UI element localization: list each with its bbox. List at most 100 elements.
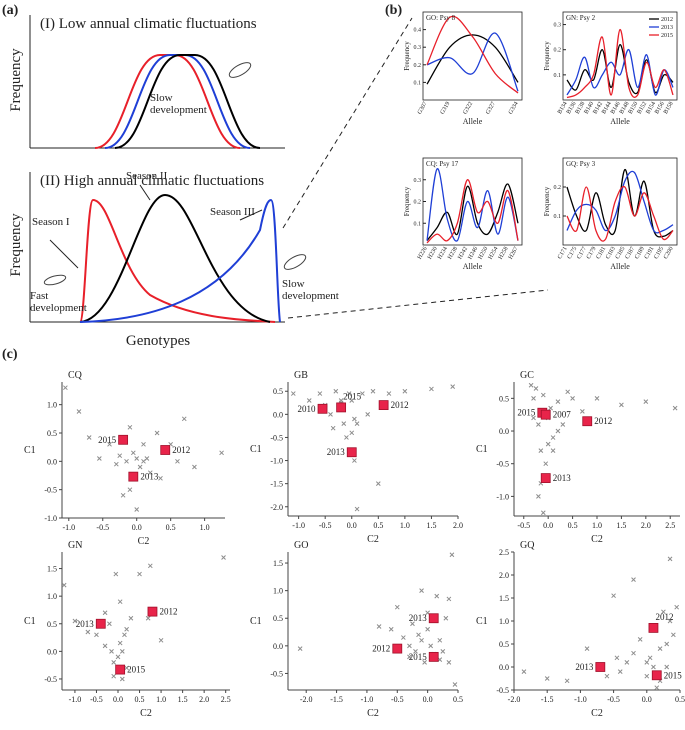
x-tick-label: G319 — [440, 101, 452, 116]
panel-label: (c) — [2, 347, 18, 362]
point — [115, 654, 121, 660]
x-tick-label: H226 — [417, 246, 429, 261]
x-axis-label: C2 — [591, 534, 603, 545]
point — [540, 409, 551, 420]
y-tick-label: -1.0 — [496, 492, 509, 501]
point — [540, 473, 551, 483]
point — [595, 662, 606, 672]
y-tick-label: 2.5 — [499, 548, 509, 557]
point — [570, 395, 575, 401]
line-series — [426, 168, 519, 242]
point — [297, 646, 303, 651]
point — [346, 447, 357, 458]
x-tick-label: -2.0 — [508, 695, 521, 704]
point — [330, 425, 336, 431]
point — [306, 398, 312, 403]
point-label: 2015 — [517, 408, 536, 418]
point — [388, 626, 394, 632]
point — [637, 637, 643, 642]
point — [631, 577, 636, 582]
x-axis-label: Allele — [463, 262, 483, 271]
point — [648, 623, 659, 633]
y-tick-label: 1.0 — [499, 617, 509, 626]
arrow — [139, 184, 151, 201]
x-tick-label: 0.5 — [675, 695, 685, 704]
y-tick-label: 0.0 — [47, 647, 57, 656]
point — [550, 435, 556, 440]
point — [446, 596, 452, 602]
point — [533, 386, 539, 391]
y-tick-label: -0.5 — [496, 686, 509, 695]
point — [117, 599, 123, 605]
point — [661, 609, 666, 615]
curve — [79, 198, 281, 323]
x-tick-label: -0.5 — [607, 695, 620, 704]
point — [328, 411, 333, 417]
x-tick-label: 0.0 — [347, 521, 357, 530]
point — [654, 685, 660, 691]
point — [617, 669, 623, 674]
x-tick-label: H238 — [447, 246, 459, 261]
point — [158, 475, 163, 481]
x-tick-label: B136 — [566, 101, 578, 115]
x-tick-label: B156 — [654, 101, 666, 115]
line-series — [566, 49, 674, 96]
y-axis-label: Frequency — [543, 41, 551, 71]
x-tick-label: C171 — [557, 246, 569, 260]
point-label: 2012 — [159, 607, 177, 617]
point — [407, 643, 412, 649]
y-axis-label: C1 — [250, 616, 262, 627]
y-tick-label: 0.0 — [273, 642, 283, 651]
y-tick-label: 1.5 — [273, 559, 283, 568]
point — [117, 640, 123, 646]
point — [145, 615, 151, 621]
y-tick-label: 0.5 — [499, 640, 509, 649]
point — [604, 673, 610, 679]
point — [540, 392, 546, 398]
y-tick-label: 0.5 — [499, 394, 509, 403]
x-tick-label: B142 — [592, 101, 604, 115]
point — [538, 448, 544, 453]
x-tick-label: H230 — [427, 246, 439, 261]
point — [354, 421, 360, 426]
x-tick-label: B154 — [645, 101, 657, 115]
point — [611, 593, 616, 599]
point — [416, 632, 421, 638]
line-series — [566, 170, 674, 234]
point — [555, 428, 561, 434]
point — [102, 610, 108, 616]
point — [428, 643, 434, 649]
x-tick-label: B146 — [610, 101, 622, 115]
line-series — [426, 183, 519, 242]
point-label: 2007 — [553, 410, 572, 420]
point — [624, 660, 630, 665]
chart-title: GQ: Psy 3 — [566, 160, 596, 168]
y-tick-label: 0.5 — [47, 429, 57, 438]
x-tick-label: 0.5 — [568, 521, 578, 530]
line-series — [566, 185, 674, 242]
point — [147, 563, 153, 569]
point — [141, 441, 146, 447]
point — [107, 621, 112, 627]
point — [113, 461, 119, 467]
point — [425, 626, 430, 632]
y-tick-label: 0.4 — [414, 28, 422, 34]
y-tick-label: 0.1 — [414, 80, 422, 86]
x-tick-label: -0.5 — [517, 521, 530, 530]
chart-title: CQ: Psy 17 — [426, 160, 459, 168]
point — [124, 665, 129, 671]
y-tick-label: 0.1 — [554, 214, 562, 220]
point — [130, 450, 136, 456]
point — [111, 660, 117, 665]
point — [63, 385, 68, 391]
point — [137, 571, 142, 577]
x-tick-label: C200 — [663, 246, 675, 260]
x-tick-label: 0.0 — [132, 523, 142, 532]
line-series — [426, 179, 519, 244]
point-label: 2012 — [391, 400, 409, 410]
x-tick-label: C181 — [596, 246, 608, 260]
y-tick-label: -1.5 — [270, 480, 283, 489]
x-tick-label: 0.0 — [423, 695, 433, 704]
point — [450, 384, 456, 389]
